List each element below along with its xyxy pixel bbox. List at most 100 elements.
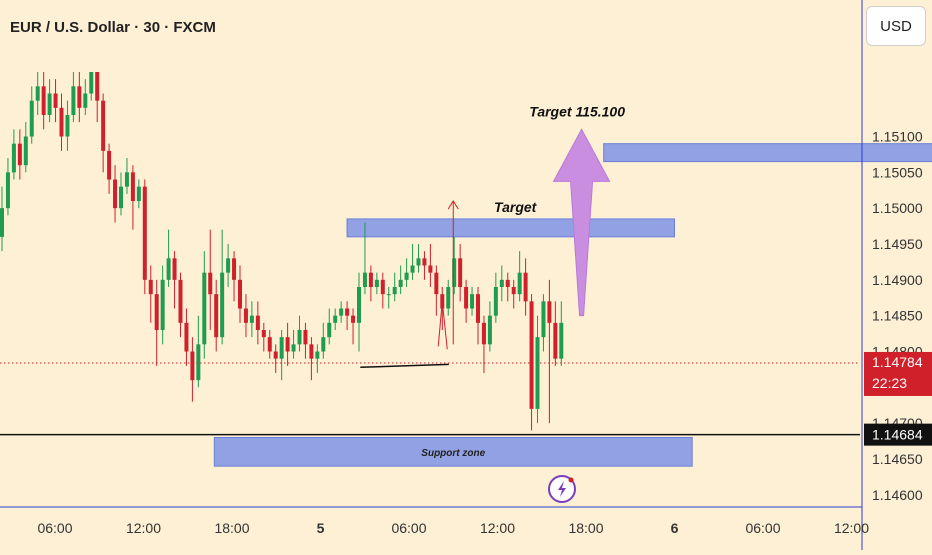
candle-body <box>29 100 34 137</box>
candle-body <box>345 308 350 316</box>
candle-body <box>202 272 207 345</box>
candle-body <box>71 86 76 115</box>
candle-body <box>77 86 82 108</box>
candle-body <box>95 72 100 101</box>
time-tick-label: 18:00 <box>214 520 249 536</box>
candle-body <box>136 186 141 201</box>
candle-body <box>487 315 492 345</box>
candle-body <box>321 337 326 352</box>
candle-body <box>59 107 64 137</box>
candle-body <box>333 315 338 323</box>
candle-body <box>101 100 106 151</box>
time-tick-label: 12:00 <box>126 520 161 536</box>
lightning-badge <box>568 477 574 483</box>
candle-body <box>351 315 356 323</box>
current-price-tag <box>864 351 932 396</box>
candle-body <box>279 337 284 359</box>
target-label: Target <box>494 199 538 215</box>
candle-body <box>380 279 385 295</box>
candle-body <box>481 322 486 345</box>
candles-layer <box>0 72 564 431</box>
price-tick-label: 1.14600 <box>872 487 923 503</box>
candle-body <box>0 208 4 237</box>
zone-0 <box>603 143 932 163</box>
candle-body <box>273 351 278 359</box>
candle-body <box>368 272 373 287</box>
zones-layer: Support zone <box>213 143 932 467</box>
candle-body <box>410 265 415 273</box>
candle-body <box>154 294 159 330</box>
price-tick-label: 1.15000 <box>872 200 923 216</box>
time-tick-label: 5 <box>317 520 325 536</box>
target-115100-label: Target 115.100 <box>529 103 625 119</box>
drawn-horizontal-line <box>360 363 449 369</box>
lines-layer <box>0 362 860 436</box>
candle-body <box>428 265 433 273</box>
time-tick-label: 12:00 <box>480 520 515 536</box>
annotations-layer: Target 115.100 Target <box>437 103 625 503</box>
time-tick-label: 06:00 <box>37 520 72 536</box>
candle-body <box>119 186 123 209</box>
candle-body <box>476 294 480 323</box>
candle-body <box>166 258 171 280</box>
candle-body <box>214 294 219 338</box>
candle-body <box>493 287 498 316</box>
candle-body <box>172 258 177 280</box>
candle-body <box>422 258 427 266</box>
candle-body <box>362 272 367 287</box>
candle-body <box>267 337 272 352</box>
candle-body <box>35 86 40 101</box>
candle-body <box>65 115 70 137</box>
candle-body <box>261 330 266 338</box>
projection-zigzag <box>437 301 448 350</box>
candle-body <box>416 258 421 266</box>
candle-body <box>452 258 457 287</box>
candle-body <box>559 322 564 359</box>
support-price-tag <box>864 423 932 446</box>
price-tick-label: 1.14650 <box>872 451 923 467</box>
currency-button[interactable]: USD <box>866 6 926 46</box>
price-tick-label: 1.15100 <box>872 129 923 145</box>
candle-body <box>357 287 361 323</box>
price-tick-label: 1.14900 <box>872 272 923 288</box>
candle-body <box>83 93 88 108</box>
candle-body <box>535 337 540 409</box>
candle-body <box>327 322 332 338</box>
current-price-value: 1.14784 <box>872 354 923 370</box>
candle-body <box>243 308 248 323</box>
candle-body <box>285 337 290 352</box>
candle-body <box>523 272 528 302</box>
time-tick-label: 06:00 <box>745 520 780 536</box>
candle-body <box>196 344 201 381</box>
candle-body <box>226 258 231 273</box>
candle-body <box>124 172 129 187</box>
support-zone-label: Support zone <box>421 448 485 459</box>
candle-body <box>184 322 189 352</box>
candle-body <box>505 279 510 287</box>
candle-body <box>547 301 552 323</box>
time-tick-label: 18:00 <box>568 520 603 536</box>
countdown-value: 22:23 <box>872 375 907 391</box>
candle-body <box>5 172 10 209</box>
candle-body <box>464 287 469 309</box>
candle-body <box>11 143 16 173</box>
candle-body <box>339 308 344 316</box>
target-arrow-big <box>552 128 611 317</box>
candle-body <box>255 315 260 330</box>
candle-body <box>297 330 302 345</box>
candle-body <box>148 279 153 295</box>
candle-body <box>130 172 135 201</box>
candle-body <box>190 351 195 381</box>
candle-body <box>232 258 237 280</box>
candle-body <box>309 344 314 359</box>
candle-body <box>434 272 439 295</box>
time-tick-label: 6 <box>671 520 679 536</box>
candle-body <box>142 186 147 280</box>
time-tick-label: 12:00 <box>834 520 869 536</box>
support-price-value: 1.14684 <box>872 427 923 443</box>
candle-body <box>303 330 308 345</box>
candle-body <box>386 294 391 296</box>
candle-body <box>470 294 475 309</box>
